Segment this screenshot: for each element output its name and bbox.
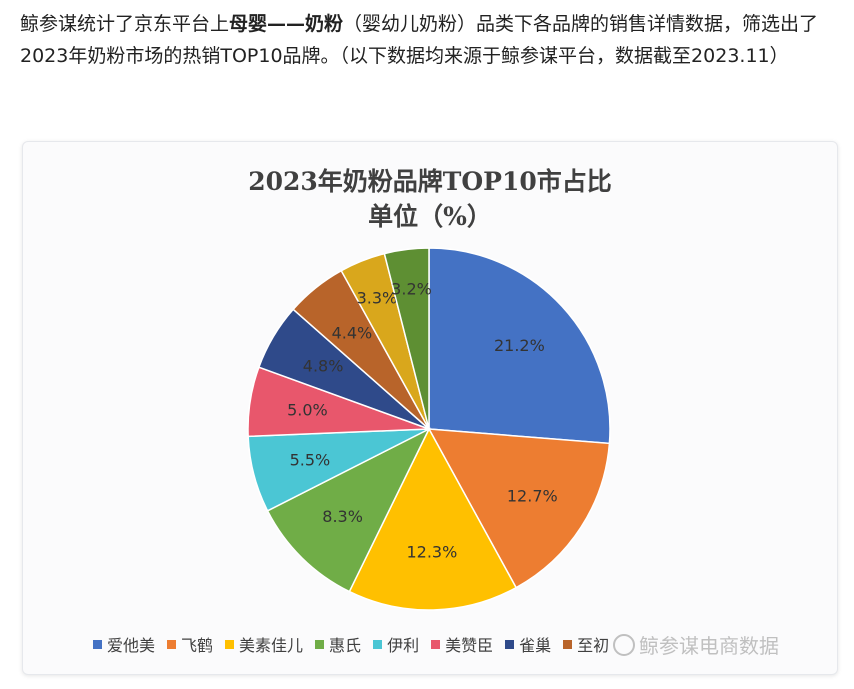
- legend-label-3: 美素佳儿: [239, 636, 304, 655]
- pie-data-label-6: 5.0%: [287, 401, 328, 420]
- legend-label-1: 爱他美: [107, 636, 156, 655]
- legend-label-2: 飞鹤: [181, 636, 214, 655]
- chart-title: 2023年奶粉品牌TOP10市占比: [248, 167, 612, 196]
- legend-swatch-6: [431, 639, 441, 649]
- pie-data-label-8: 4.4%: [332, 324, 373, 343]
- chart-card: 2023年奶粉品牌TOP10市占比 单位（%） 21.2% 12.7% 12.3% 8…: [22, 141, 838, 675]
- legend-swatch-3: [225, 639, 235, 649]
- article-bold-category: 母婴——奶粉: [229, 13, 344, 35]
- article-text-part2: （婴幼儿奶粉）品类下各品牌的销售详情数据，筛选出了2023年奶粉市场的热销TOP…: [20, 13, 819, 67]
- legend-item-4: 惠氏: [315, 632, 361, 656]
- legend-item-3: 美素佳儿: [225, 632, 303, 656]
- chart-legend: 爱他美 飞鹤 美素佳儿 惠氏 伊利 美赞臣 雀巢 至初: [93, 632, 833, 662]
- watermark-logo-icon: [613, 634, 635, 656]
- pie-data-label-2: 12.7%: [507, 486, 558, 505]
- legend-item-7: 雀巢: [505, 632, 551, 656]
- legend-label-5: 伊利: [387, 636, 420, 655]
- legend-label-6: 美赞臣: [445, 636, 494, 655]
- legend-item-8: 至初: [563, 632, 609, 656]
- article-text: 鲸参谋统计了京东平台上母婴——奶粉（婴幼儿奶粉）品类下各品牌的销售详情数据，筛选…: [20, 8, 835, 72]
- legend-item-1: 爱他美: [93, 632, 155, 656]
- pie-data-label-3: 12.3%: [406, 543, 457, 562]
- pie-data-label-9: 3.3%: [357, 288, 398, 307]
- chart-subtitle: 单位（%）: [368, 202, 492, 231]
- article-text-part1: 鲸参谋统计了京东平台上: [20, 13, 230, 35]
- pie-data-label-10: 3.2%: [391, 279, 432, 298]
- pie-slice-4: [266, 427, 431, 593]
- pie-slice-3: [348, 427, 518, 611]
- pie-data-label-5: 5.5%: [290, 451, 331, 470]
- pie-data-label-1: 21.2%: [494, 336, 545, 355]
- pie-slice-2: [427, 428, 611, 589]
- legend-label-7: 雀巢: [519, 636, 552, 655]
- legend-swatch-1: [93, 639, 102, 649]
- legend-swatch-7: [505, 639, 515, 649]
- legend-swatch-8: [563, 639, 573, 649]
- legend-swatch-2: [167, 639, 177, 649]
- pie-slice-10: [383, 247, 430, 430]
- pie-data-label-7: 4.8%: [303, 357, 344, 376]
- watermark: 鲸参谋电商数据: [613, 630, 779, 659]
- watermark-text: 鲸参谋电商数据: [639, 634, 779, 658]
- legend-swatch-4: [315, 639, 325, 649]
- pie-chart: 21.2% 12.7% 12.3% 8.3% 5.5% 5.0% 4.8% 4.4% 3.3%3…: [247, 247, 611, 611]
- legend-label-8: 至初: [577, 636, 610, 655]
- legend-swatch-5: [373, 639, 383, 649]
- legend-item-6: 美赞臣: [431, 632, 493, 656]
- legend-label-4: 惠氏: [329, 636, 362, 655]
- pie-data-label-4: 8.3%: [322, 507, 363, 526]
- legend-item-5: 伊利: [373, 632, 419, 656]
- legend-item-2: 飞鹤: [167, 632, 213, 656]
- pie-slice-1: [428, 247, 611, 445]
